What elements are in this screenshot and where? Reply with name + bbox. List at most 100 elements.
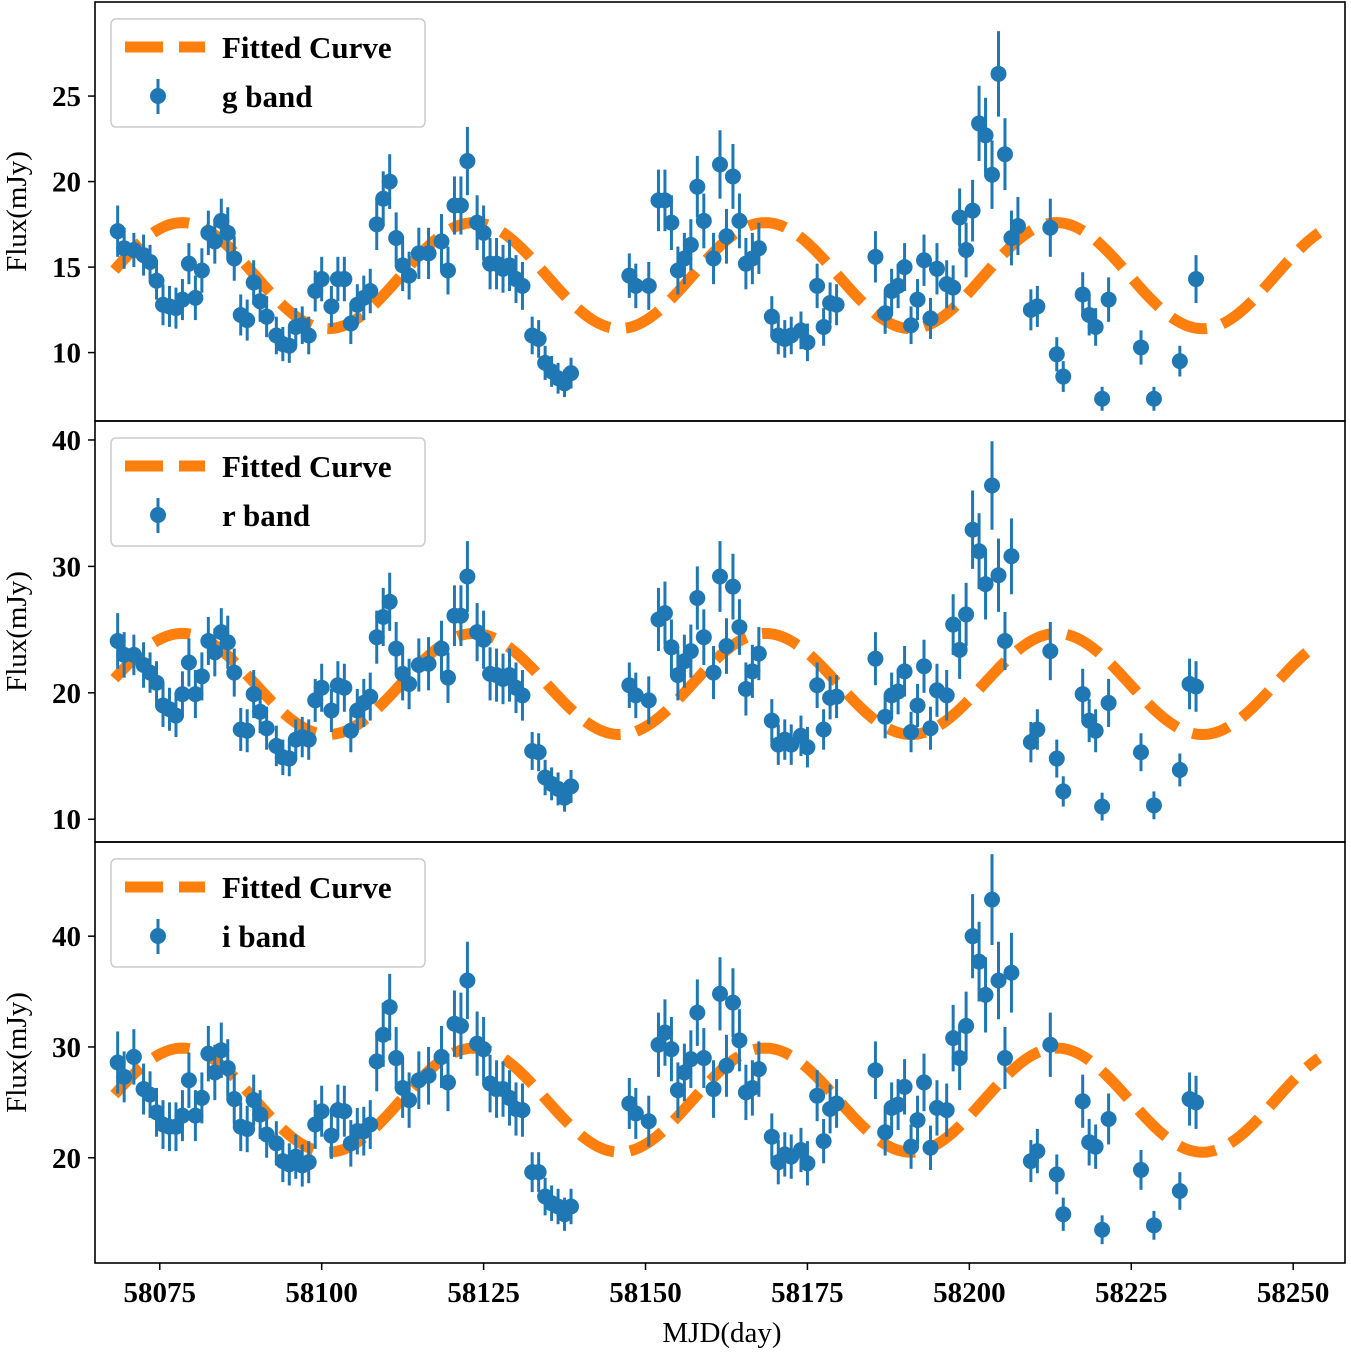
marker — [718, 638, 735, 655]
marker — [109, 223, 126, 240]
data-point — [1087, 308, 1104, 346]
marker — [996, 632, 1013, 649]
data-point — [125, 1029, 142, 1085]
marker — [682, 1051, 699, 1068]
marker — [724, 994, 741, 1011]
marker — [530, 744, 547, 761]
data-point — [663, 1017, 680, 1082]
data-point — [219, 207, 236, 259]
data-point — [1055, 776, 1072, 807]
panels: 10 15 20 25 Flux(mJy) Fitted Curve g band 10 20 3… — [1, 1, 1346, 1264]
marker — [174, 1107, 191, 1124]
data-point — [1029, 709, 1046, 750]
marker — [922, 1139, 939, 1156]
data-point — [705, 232, 722, 285]
marker — [945, 1030, 962, 1047]
marker — [258, 308, 275, 325]
data-point — [313, 1085, 330, 1137]
marker — [958, 1017, 975, 1034]
marker — [362, 688, 379, 705]
data-point — [187, 275, 204, 321]
data-point — [996, 1027, 1013, 1090]
data-point — [990, 538, 1007, 612]
marker — [916, 252, 933, 269]
data-point — [718, 208, 735, 264]
marker — [896, 259, 913, 276]
data-point — [167, 694, 184, 738]
data-point — [239, 709, 256, 753]
data-point — [433, 620, 450, 677]
marker — [342, 722, 359, 739]
data-point — [916, 1053, 933, 1112]
marker — [1188, 1094, 1205, 1111]
marker — [323, 1127, 340, 1144]
data-point — [300, 1141, 317, 1184]
y-tick-label: 20 — [52, 167, 81, 199]
data-point — [877, 292, 894, 334]
data-point — [1145, 791, 1162, 820]
data-point — [712, 130, 728, 199]
marker — [663, 639, 680, 656]
marker — [731, 212, 748, 229]
marker — [763, 712, 780, 729]
data-point — [867, 632, 884, 686]
marker — [174, 291, 191, 308]
marker — [689, 178, 706, 195]
data-point — [313, 663, 330, 712]
y-tick-label: 40 — [52, 921, 81, 953]
marker — [1087, 318, 1104, 335]
marker — [323, 702, 340, 719]
marker — [239, 722, 256, 739]
marker — [669, 667, 686, 684]
data-point — [174, 279, 191, 321]
marker — [951, 641, 968, 658]
x-tick-label: 58150 — [609, 1277, 682, 1309]
marker — [420, 1067, 437, 1084]
data-point — [689, 979, 706, 1046]
data-point — [1003, 932, 1020, 1013]
marker — [239, 312, 256, 329]
data-point — [375, 1002, 392, 1067]
marker — [313, 1103, 330, 1120]
marker — [219, 634, 236, 651]
data-point — [828, 675, 845, 719]
marker — [676, 1064, 693, 1081]
marker — [799, 334, 816, 351]
marker — [877, 708, 894, 725]
data-point — [890, 668, 907, 715]
data-point — [475, 205, 492, 261]
data-point — [342, 709, 359, 753]
marker — [640, 1113, 657, 1130]
data-point — [1171, 1172, 1188, 1210]
plot-area — [109, 31, 1323, 411]
data-point — [627, 672, 644, 719]
data-point — [815, 709, 832, 750]
data-point — [1145, 1210, 1162, 1240]
data-point — [828, 284, 845, 326]
data-point — [281, 328, 298, 363]
marker — [300, 731, 317, 748]
marker — [187, 289, 204, 306]
marker — [388, 1050, 405, 1067]
data-point — [724, 968, 741, 1037]
marker — [142, 253, 159, 270]
marker — [1048, 750, 1065, 767]
marker — [1132, 744, 1149, 761]
marker — [705, 250, 722, 267]
data-point — [663, 195, 680, 250]
data-point — [180, 243, 197, 285]
data-point — [530, 1152, 547, 1193]
marker — [193, 1089, 210, 1106]
data-point — [336, 256, 353, 302]
data-point — [381, 154, 398, 209]
marker — [695, 629, 712, 646]
data-point — [514, 261, 531, 310]
marker — [1087, 1138, 1104, 1155]
data-point — [724, 553, 741, 620]
data-point — [501, 648, 518, 702]
marker — [307, 283, 324, 300]
marker — [563, 778, 580, 795]
marker — [307, 1116, 324, 1133]
data-point — [420, 227, 437, 280]
marker — [1188, 271, 1205, 288]
